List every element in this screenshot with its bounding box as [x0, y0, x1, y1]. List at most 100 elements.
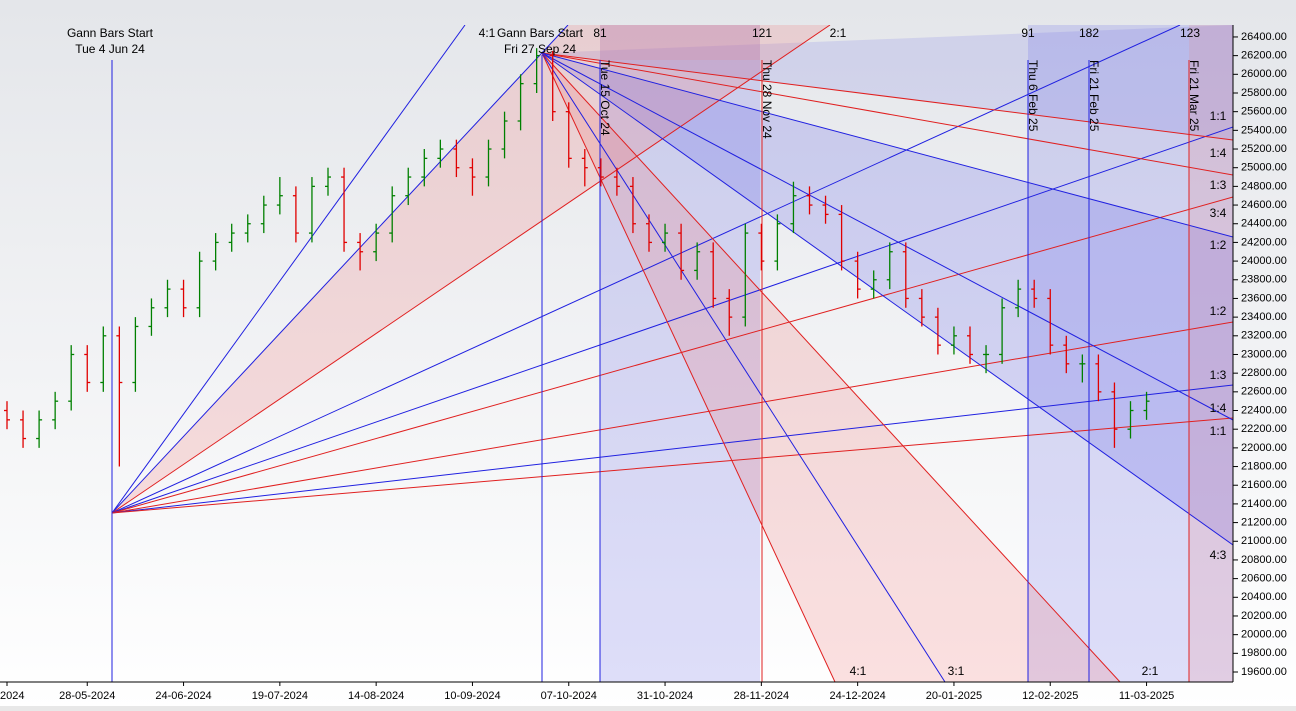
fan-line	[111, 321, 1233, 514]
x-tick-label: 11-03-2025	[1119, 690, 1174, 702]
y-tick-label: 21800.00	[1241, 460, 1287, 472]
y-tick-label: 22400.00	[1241, 404, 1287, 416]
ratio-label: 1:4	[1210, 401, 1227, 415]
y-tick-label: 25200.00	[1241, 143, 1287, 155]
ratio-label: 4:3	[1210, 548, 1227, 562]
x-tick-label: 24-12-2024	[830, 690, 886, 702]
y-tick-label: 24200.00	[1241, 236, 1287, 248]
y-tick-label: 25000.00	[1241, 162, 1287, 174]
top-label: Tue 4 Jun 24	[75, 42, 145, 56]
y-tick-label: 21400.00	[1241, 498, 1287, 510]
fan-shade	[1189, 25, 1233, 682]
ratio-label: 1:4	[1210, 146, 1227, 160]
ratio-label: 1:1	[1210, 424, 1227, 438]
x-tick-label: 10-09-2024	[444, 690, 500, 702]
x-tick-label: 19-07-2024	[252, 690, 308, 702]
y-tick-label: 22200.00	[1241, 423, 1287, 435]
ratio-label: 1:3	[1210, 368, 1227, 382]
fan-line	[541, 52, 1233, 546]
y-tick-label: 20800.00	[1241, 554, 1287, 566]
y-tick-label: 25400.00	[1241, 124, 1287, 136]
date-label: Thu 6 Feb 25	[1026, 60, 1040, 132]
fan-line	[111, 126, 1233, 514]
y-tick-label: 23600.00	[1241, 292, 1287, 304]
top-label: Fri 27 Sep 24	[504, 42, 576, 56]
x-tick-label: 28-11-2024	[734, 690, 789, 702]
status-strip	[0, 706, 1296, 711]
fan-shade	[1028, 25, 1233, 682]
date-label: Thu 28 Nov 24	[760, 60, 774, 139]
top-label: 91	[1021, 26, 1035, 40]
y-tick-label: 23200.00	[1241, 330, 1287, 342]
ratio-label: 1:3	[1210, 178, 1227, 192]
x-tick-label: 07-10-2024	[541, 690, 597, 702]
fan-line	[541, 52, 1233, 141]
fan-shade	[542, 25, 1233, 140]
y-tick-label: 25600.00	[1241, 106, 1287, 118]
top-label: 81	[593, 26, 607, 40]
y-tick-label: 20000.00	[1241, 629, 1287, 641]
fan-line	[541, 52, 1233, 176]
y-tick-label: 21000.00	[1241, 535, 1287, 547]
y-tick-label: 21200.00	[1241, 516, 1287, 528]
top-label: 2:1	[830, 26, 847, 40]
fan-line	[111, 417, 1233, 514]
fan-shade	[600, 25, 760, 60]
x-tick-label: 28-05-2024	[59, 690, 115, 702]
top-label: Gann Bars Start	[67, 26, 154, 40]
y-tick-label: 22000.00	[1241, 442, 1287, 454]
top-label: Gann Bars Start	[497, 26, 584, 40]
date-label: Fri 21 Feb 25	[1087, 60, 1101, 132]
gann-overlay	[111, 25, 1233, 682]
x-tick-label: 14-08-2024	[348, 690, 404, 702]
y-tick-label: 19600.00	[1241, 666, 1287, 678]
y-tick-label: 26400.00	[1241, 31, 1287, 43]
fan-line	[111, 196, 1233, 514]
y-tick-label: 23400.00	[1241, 311, 1287, 323]
fan-line	[111, 25, 569, 514]
y-tick-label: 22600.00	[1241, 386, 1287, 398]
ratio-label: 3:4	[1210, 206, 1227, 220]
fan-line	[111, 25, 466, 514]
fan-line	[541, 52, 1121, 682]
y-tick-label: 24000.00	[1241, 255, 1287, 267]
fan-line	[541, 52, 946, 682]
top-label: 4:1	[479, 26, 496, 40]
y-tick-label: 19800.00	[1241, 647, 1287, 659]
y-tick-label: 22800.00	[1241, 367, 1287, 379]
date-label: Fri 21 Mar 25	[1187, 60, 1201, 132]
y-tick-label: 25800.00	[1241, 87, 1287, 99]
y-tick-label: 21600.00	[1241, 479, 1287, 491]
fan-line	[541, 52, 836, 682]
y-tick-label: 24800.00	[1241, 180, 1287, 192]
ratio-label: 1:2	[1210, 238, 1227, 252]
ratio-label: 4:1	[850, 664, 867, 678]
x-tick-label: 24-06-2024	[155, 690, 211, 702]
y-tick-label: 20400.00	[1241, 591, 1287, 603]
fan-line	[111, 384, 1233, 514]
x-tick-label: 12-02-2025	[1022, 690, 1078, 702]
ratio-label: 2:1	[1142, 664, 1159, 678]
x-tick-label: 2024	[0, 690, 24, 702]
fan-line	[541, 52, 1233, 421]
top-label: 121	[752, 26, 772, 40]
y-tick-label: 26000.00	[1241, 68, 1287, 80]
top-label: 123	[1180, 26, 1200, 40]
ratio-label: 3:1	[948, 664, 965, 678]
y-tick-label: 26200.00	[1241, 50, 1287, 62]
ratio-label: 1:1	[1210, 109, 1227, 123]
ratio-label: 1:2	[1210, 304, 1227, 318]
fan-line	[111, 25, 831, 514]
y-tick-label: 20200.00	[1241, 610, 1287, 622]
axes: 19600.00 19800.00 20000.00 20200.00 20400.00…	[0, 25, 1287, 702]
y-tick-label: 23000.00	[1241, 348, 1287, 360]
fan-line	[111, 25, 1181, 514]
date-label: Tue 15 Oct 24	[598, 60, 612, 136]
fan-line	[541, 52, 1233, 238]
y-tick-label: 20600.00	[1241, 573, 1287, 585]
y-tick-label: 24600.00	[1241, 199, 1287, 211]
